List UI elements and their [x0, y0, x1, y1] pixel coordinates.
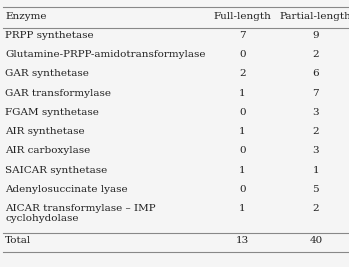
- Text: 3: 3: [313, 108, 319, 117]
- Text: 3: 3: [313, 146, 319, 155]
- Text: Enzyme: Enzyme: [5, 12, 47, 21]
- Text: GAR synthetase: GAR synthetase: [5, 69, 89, 78]
- Text: 0: 0: [239, 50, 246, 59]
- Text: 0: 0: [239, 108, 246, 117]
- Text: Partial-length: Partial-length: [280, 12, 349, 21]
- Text: 1: 1: [239, 166, 246, 175]
- Text: 2: 2: [313, 127, 319, 136]
- Text: SAICAR synthetase: SAICAR synthetase: [5, 166, 107, 175]
- Text: 2: 2: [313, 204, 319, 213]
- Text: Full-length: Full-length: [214, 12, 272, 21]
- Text: 7: 7: [239, 31, 246, 40]
- Text: PRPP synthetase: PRPP synthetase: [5, 31, 94, 40]
- Text: 0: 0: [239, 146, 246, 155]
- Text: FGAM synthetase: FGAM synthetase: [5, 108, 99, 117]
- Text: Glutamine-PRPP-amidotransformylase: Glutamine-PRPP-amidotransformylase: [5, 50, 206, 59]
- Text: 1: 1: [239, 127, 246, 136]
- Text: 0: 0: [239, 185, 246, 194]
- Text: 2: 2: [239, 69, 246, 78]
- Text: AIR synthetase: AIR synthetase: [5, 127, 85, 136]
- Text: 6: 6: [313, 69, 319, 78]
- Text: 2: 2: [313, 50, 319, 59]
- Text: 13: 13: [236, 237, 249, 245]
- Text: 1: 1: [239, 204, 246, 213]
- Text: 9: 9: [313, 31, 319, 40]
- Text: Adenylosuccinate lyase: Adenylosuccinate lyase: [5, 185, 128, 194]
- Text: AIR carboxylase: AIR carboxylase: [5, 146, 90, 155]
- Text: 1: 1: [239, 89, 246, 98]
- Text: GAR transformylase: GAR transformylase: [5, 89, 111, 98]
- Text: 7: 7: [313, 89, 319, 98]
- Text: AICAR transformylase – IMP
cyclohydolase: AICAR transformylase – IMP cyclohydolase: [5, 204, 156, 223]
- Text: 40: 40: [309, 237, 322, 245]
- Text: 5: 5: [313, 185, 319, 194]
- Text: 1: 1: [313, 166, 319, 175]
- Text: Total: Total: [5, 237, 31, 245]
